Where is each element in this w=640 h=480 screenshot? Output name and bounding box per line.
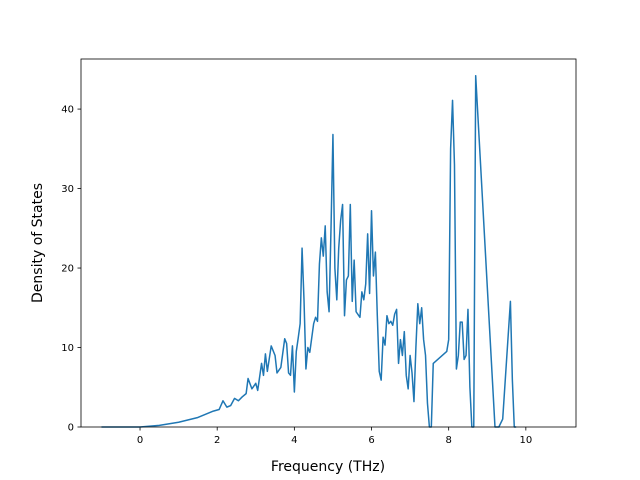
x-tick-label: 8 — [445, 435, 451, 446]
x-tick-label: 2 — [214, 435, 220, 446]
x-tick-label: 6 — [368, 435, 374, 446]
y-tick-label: 10 — [61, 343, 74, 354]
x-tick-label: 4 — [291, 435, 297, 446]
x-axis-label: Frequency (THz) — [271, 459, 385, 475]
x-tick-label: 10 — [519, 435, 532, 446]
x-tick-label: 0 — [137, 435, 143, 446]
y-axis-label: Density of States — [30, 183, 46, 303]
y-tick-label: 0 — [68, 423, 74, 434]
plot-frame — [80, 58, 577, 428]
data-line — [101, 74, 517, 428]
y-tick-label: 40 — [61, 105, 74, 116]
y-tick-label: 30 — [61, 184, 74, 195]
y-tick-label: 20 — [61, 264, 74, 275]
